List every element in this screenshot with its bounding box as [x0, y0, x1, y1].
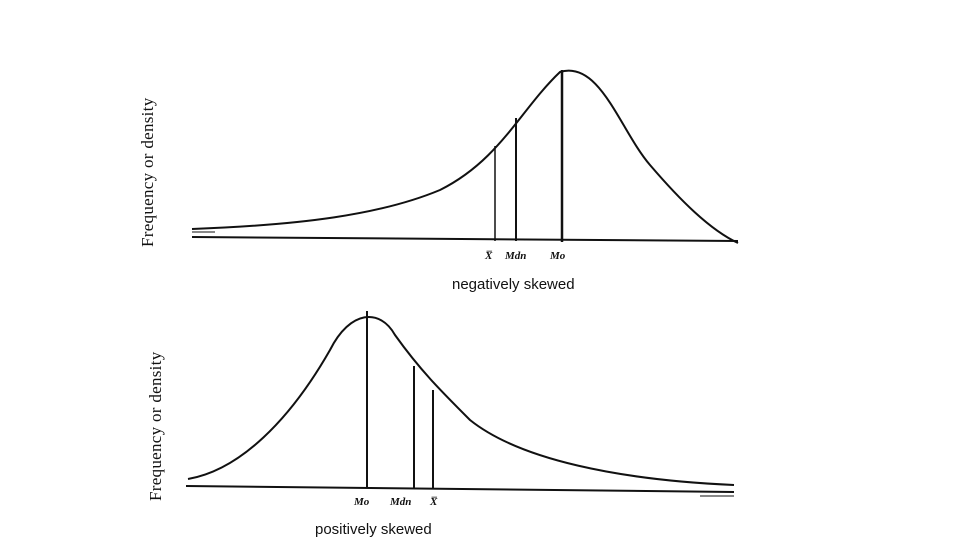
mean-label: X̅	[484, 250, 493, 262]
negative-skew-diagram: X̅ Mdn Mo	[191, 69, 739, 262]
y-axis-label: Frequency or density	[138, 97, 157, 247]
positive-skew-panel: Mo Mdn X̅ Frequency or density positivel…	[0, 270, 960, 540]
negative-skew-panel: X̅ Mdn Mo Frequency or density negativel…	[138, 69, 739, 293]
caption: negatively skewed	[452, 276, 575, 293]
density-curve	[191, 69, 739, 244]
median-label: Mdn	[504, 250, 526, 262]
positive-skew-diagram: Mo Mdn X̅	[185, 311, 735, 508]
mean-label: X̅	[429, 496, 438, 508]
x-axis	[191, 236, 739, 242]
density-curve	[187, 316, 735, 486]
mode-label: Mo	[549, 250, 566, 262]
y-axis-label: Frequency or density	[146, 351, 165, 501]
median-label: Mdn	[389, 496, 411, 508]
x-axis	[185, 485, 735, 493]
mode-label: Mo	[353, 496, 370, 508]
caption: positively skewed	[315, 521, 432, 538]
